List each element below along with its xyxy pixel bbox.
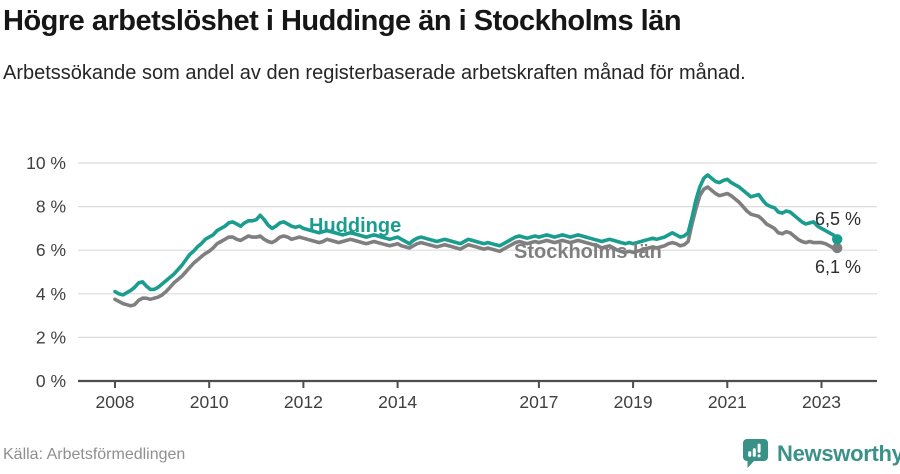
y-tick-label: 4 % [36,284,66,304]
end-value-label-huddinge: 6,5 % [815,209,862,229]
series-end-dot-huddinge [832,234,843,245]
series-end-dot-stockholms-l-n [832,242,843,254]
newsworthy-logo-icon [743,439,768,468]
newsworthy-brand-name: Newsworthy [777,440,900,466]
series-label-stockholm: Stockholms län [514,241,662,263]
x-tick-label: 2021 [708,392,747,412]
y-tick-label: 8 % [36,197,66,217]
newsworthy-brand: Newsworthy [742,438,900,469]
x-tick-label: 2019 [614,392,653,412]
source-attribution: Källa: Arbetsförmedlingen [3,446,186,463]
series-label-huddinge: Huddinge [309,215,402,237]
x-tick-label: 2014 [378,392,417,412]
y-tick-label: 2 % [36,327,66,347]
series-line-huddinge [113,173,840,297]
y-tick-label: 0 % [36,371,66,391]
x-tick-label: 2017 [519,392,558,412]
y-tick-label: 10 % [26,153,66,173]
x-tick-label: 2023 [802,392,841,412]
end-value-label-stockholm: 6,1 % [815,257,862,277]
y-tick-label: 6 % [36,240,66,260]
x-tick-label: 2010 [190,392,229,412]
chart-title: Högre arbetslöshet i Huddinge än i Stock… [3,5,682,37]
chart-subtitle: Arbetssökande som andel av den registerb… [3,62,746,84]
series-line-stockholms-l-n [113,185,840,308]
x-tick-label: 2008 [96,392,135,412]
x-tick-label: 2012 [284,392,323,412]
